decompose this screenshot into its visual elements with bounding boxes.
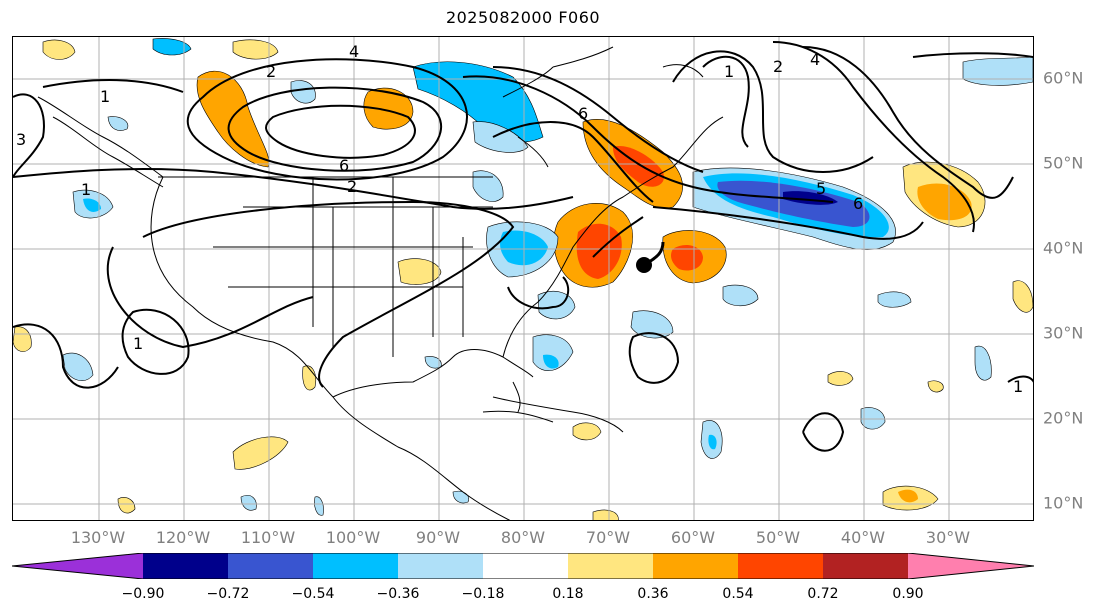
colorbar-segment xyxy=(313,553,398,579)
longitude-label: 70°W xyxy=(585,528,631,547)
positive-anomaly-area xyxy=(671,245,703,271)
positive-anomaly-area xyxy=(13,326,32,352)
colorbar-tick-label: 0.72 xyxy=(807,586,839,602)
positive-anomaly-area xyxy=(927,380,944,393)
negative-anomaly-area xyxy=(240,495,257,511)
contour-label: 2 xyxy=(266,62,276,81)
positive-anomaly-area xyxy=(572,422,602,441)
negative-anomaly-area xyxy=(962,56,1033,86)
negative-anomaly-area xyxy=(708,434,717,450)
colorbar-segment xyxy=(398,553,483,579)
colorbar-segment xyxy=(143,553,228,579)
longitude-label: 40°W xyxy=(840,528,886,547)
contour-label: 1 xyxy=(133,334,143,353)
colorbar-segment xyxy=(568,553,653,579)
contour-label: 1 xyxy=(724,62,734,81)
longitude-label: 80°W xyxy=(500,528,546,547)
contour-label: 6 xyxy=(853,194,863,213)
contour-label: 5 xyxy=(816,179,826,198)
longitude-label: 110°W xyxy=(240,528,296,547)
negative-anomaly-area xyxy=(722,284,759,307)
colorbar-tick-label: 0.54 xyxy=(722,586,754,602)
positive-anomaly-area xyxy=(397,258,442,285)
graticule xyxy=(13,37,1033,520)
contour-label: 6 xyxy=(578,104,588,123)
longitude-label: 60°W xyxy=(670,528,716,547)
longitude-label: 50°W xyxy=(755,528,801,547)
negative-anomaly-area xyxy=(472,170,504,202)
colorbar-segment xyxy=(908,553,1034,579)
positive-anomaly-area xyxy=(117,497,136,514)
colorbar-segment xyxy=(12,553,143,579)
contour-label: 2 xyxy=(347,177,357,196)
positive-anomaly-area xyxy=(196,70,270,168)
contour-label: 1 xyxy=(1013,377,1023,396)
contour-label: 1 xyxy=(81,180,91,199)
colorbar-segment xyxy=(738,553,823,579)
colorbar-tick-label: 0.36 xyxy=(637,586,669,602)
negative-anomaly-area xyxy=(532,334,574,371)
positive-anomaly-area xyxy=(917,183,972,221)
longitude-label: 130°W xyxy=(70,528,126,547)
contour-label: 1 xyxy=(100,87,110,106)
map-canvas: 4 2 1 6 2 1 3 1 6 4 2 1 5 6 1 xyxy=(13,37,1033,520)
negative-anomaly-area xyxy=(717,180,870,227)
negative-anomaly-area xyxy=(62,352,94,381)
colorbar-tick-label: 0.90 xyxy=(892,586,924,602)
negative-anomaly-area xyxy=(472,121,529,153)
negative-anomaly-area xyxy=(543,354,559,369)
positive-anomaly-area xyxy=(827,371,854,386)
storm-track-icon xyxy=(643,241,665,267)
colorbar-tick-label: −0.18 xyxy=(461,586,505,602)
longitude-label: 100°W xyxy=(325,528,381,547)
map-title: 2025082000 F060 xyxy=(445,8,601,27)
positive-anomaly-area xyxy=(42,39,76,60)
positive-anomaly-area xyxy=(232,39,279,60)
colorbar-segment xyxy=(823,553,908,579)
negative-anomaly-area xyxy=(974,345,992,381)
longitude-label: 30°W xyxy=(925,528,971,547)
colorbar-tick-label: −0.72 xyxy=(206,586,250,602)
negative-anomaly-area xyxy=(83,198,101,212)
contour-value-labels: 4 2 1 6 2 1 3 1 6 4 2 1 5 6 1 xyxy=(16,42,1023,396)
latitude-label: 10°N xyxy=(1043,493,1084,513)
latitude-label: 30°N xyxy=(1043,323,1084,343)
contour-label: 4 xyxy=(349,42,359,61)
map-panel: 4 2 1 6 2 1 3 1 6 4 2 1 5 6 1 xyxy=(12,36,1034,521)
negative-anomaly-area xyxy=(314,496,324,516)
positive-anomaly-area xyxy=(363,87,414,130)
colorbar-tick-label: −0.90 xyxy=(121,586,165,602)
colorbar-segment xyxy=(228,553,313,579)
latitude-label: 20°N xyxy=(1043,408,1084,428)
latitude-label: 50°N xyxy=(1043,153,1084,173)
positive-anomaly-area xyxy=(1012,280,1033,313)
colorbar-tick-label: −0.36 xyxy=(376,586,420,602)
latitude-label: 40°N xyxy=(1043,238,1084,258)
contour-lines xyxy=(13,41,1033,452)
contour-label: 2 xyxy=(773,57,783,76)
positive-anomaly-area xyxy=(232,436,289,470)
contour-label: 4 xyxy=(810,50,820,69)
negative-anomaly-area xyxy=(290,80,316,104)
latitude-label: 60°N xyxy=(1043,68,1084,88)
colorbar-segment xyxy=(483,553,568,579)
colorbar-segment xyxy=(653,553,738,579)
negative-anomaly-area xyxy=(860,407,886,430)
colorbar-tick-label: 0.18 xyxy=(552,586,584,602)
longitude-label: 120°W xyxy=(155,528,211,547)
negative-anomaly-area xyxy=(452,490,469,504)
negative-anomaly-area xyxy=(152,38,192,56)
negative-anomaly-area xyxy=(107,116,129,131)
contour-label: 3 xyxy=(16,130,26,149)
positive-anomaly-area xyxy=(592,509,619,520)
colorbar-tick-label: −0.54 xyxy=(291,586,335,602)
negative-anomaly-area xyxy=(877,291,912,308)
positive-anomaly-area xyxy=(898,489,918,503)
colorbar xyxy=(12,553,1034,579)
longitude-label: 90°W xyxy=(415,528,461,547)
contour-label: 6 xyxy=(339,156,349,175)
negative-anomaly-area xyxy=(630,310,674,339)
